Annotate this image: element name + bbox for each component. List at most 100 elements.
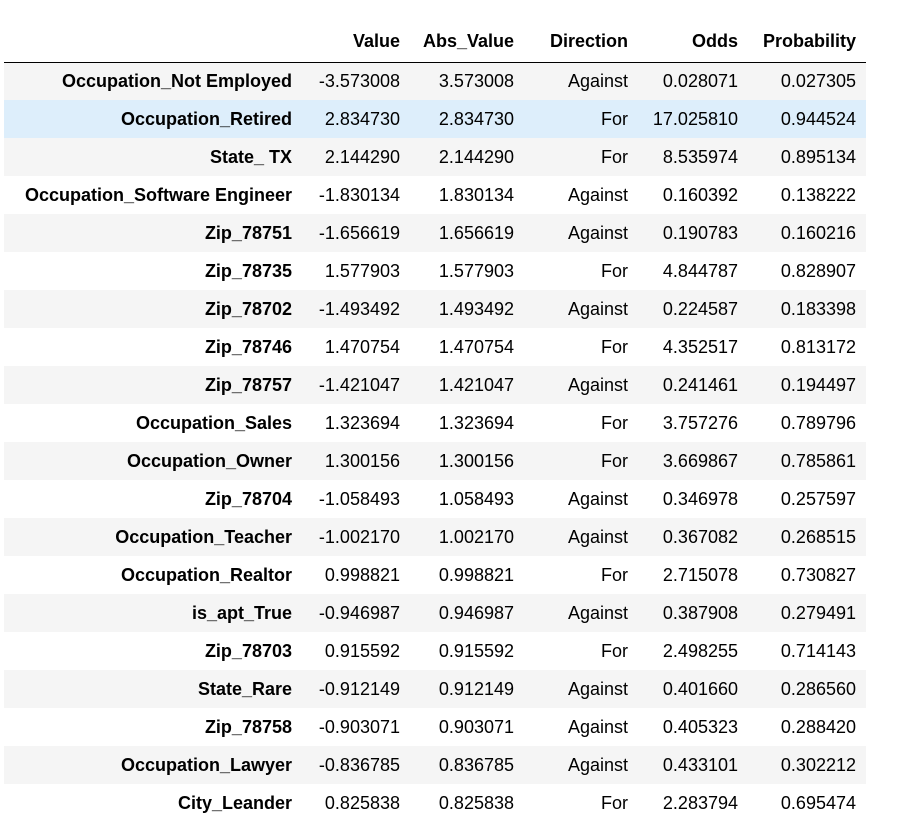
header-odds: Odds	[691, 31, 738, 52]
cell-odds: 2.498255	[662, 640, 738, 661]
cell-odds: 4.844787	[662, 260, 738, 281]
cell-abs-value: 1.656619	[438, 222, 514, 243]
cell-probability: 0.695474	[780, 792, 856, 813]
cell-value: -1.002170	[318, 526, 400, 547]
cell-direction: For	[601, 564, 628, 585]
table-row: Occupation_Not Employed -3.573008 3.573008…	[4, 62, 866, 100]
row-index-label: Zip_78751	[204, 222, 292, 243]
table-row: Zip_78757 -1.421047 1.421047 Against 0.24146…	[4, 366, 866, 404]
cell-direction: For	[601, 260, 628, 281]
cell-probability: 0.268515	[780, 526, 856, 547]
cell-odds: 0.190783	[662, 222, 738, 243]
dataframe-table: Value Abs_Value Direction Odds Probabili…	[4, 22, 866, 822]
row-index-label: Zip_78702	[204, 298, 292, 319]
row-index-label: Occupation_Software Engineer	[24, 184, 292, 205]
cell-probability: 0.194497	[780, 374, 856, 395]
cell-value: 0.825838	[324, 792, 400, 813]
cell-value: -1.493492	[318, 298, 400, 319]
row-index-label: State_Rare	[197, 678, 292, 699]
cell-value: 2.834730	[324, 108, 400, 129]
cell-probability: 0.027305	[780, 70, 856, 91]
cell-direction: Against	[567, 526, 628, 547]
row-index-label: Occupation_Lawyer	[120, 754, 292, 775]
table-row: Occupation_Retired 2.834730 2.834730 For 17.…	[4, 100, 866, 138]
cell-probability: 0.730827	[780, 564, 856, 585]
table-row: Occupation_Lawyer -0.836785 0.836785 Agains…	[4, 746, 866, 784]
cell-direction: Against	[567, 716, 628, 737]
cell-odds: 2.283794	[662, 792, 738, 813]
cell-direction: Against	[567, 602, 628, 623]
table-body: Occupation_Not Employed -3.573008 3.573008…	[4, 62, 866, 822]
cell-abs-value: 1.421047	[438, 374, 514, 395]
cell-abs-value: 0.825838	[438, 792, 514, 813]
cell-value: -1.830134	[318, 184, 400, 205]
cell-direction: For	[601, 336, 628, 357]
row-index-label: Zip_78758	[204, 716, 292, 737]
cell-value: 1.470754	[324, 336, 400, 357]
cell-odds: 0.367082	[662, 526, 738, 547]
cell-odds: 17.025810	[652, 108, 738, 129]
cell-odds: 0.387908	[662, 602, 738, 623]
cell-abs-value: 1.058493	[438, 488, 514, 509]
cell-odds: 8.535974	[662, 146, 738, 167]
cell-abs-value: 1.300156	[438, 450, 514, 471]
cell-direction: Against	[567, 374, 628, 395]
table-row: Zip_78703 0.915592 0.915592 For 2.498255 0.71…	[4, 632, 866, 670]
header-probability: Probability	[762, 31, 856, 52]
table-row: State_Rare -0.912149 0.912149 Against 0.4016…	[4, 670, 866, 708]
cell-value: -0.912149	[318, 678, 400, 699]
cell-abs-value: 1.470754	[438, 336, 514, 357]
cell-abs-value: 0.912149	[438, 678, 514, 699]
cell-probability: 0.895134	[780, 146, 856, 167]
row-index-label: State_ TX	[209, 146, 292, 167]
cell-value: -1.656619	[318, 222, 400, 243]
cell-direction: Against	[567, 70, 628, 91]
cell-probability: 0.944524	[780, 108, 856, 129]
header-index	[4, 22, 302, 62]
cell-odds: 2.715078	[662, 564, 738, 585]
table-row: Occupation_Realtor 0.998821 0.998821 For 2.7…	[4, 556, 866, 594]
cell-abs-value: 1.830134	[438, 184, 514, 205]
dataframe-output: Value Abs_Value Direction Odds Probabili…	[4, 22, 866, 822]
cell-direction: For	[601, 108, 628, 129]
table-row: Occupation_Sales 1.323694 1.323694 For 3.757…	[4, 404, 866, 442]
cell-odds: 0.433101	[662, 754, 738, 775]
cell-abs-value: 0.836785	[438, 754, 514, 775]
cell-value: 1.323694	[324, 412, 400, 433]
cell-abs-value: 0.915592	[438, 640, 514, 661]
cell-odds: 0.160392	[662, 184, 738, 205]
table-row: Zip_78758 -0.903071 0.903071 Against 0.40532…	[4, 708, 866, 746]
cell-odds: 4.352517	[662, 336, 738, 357]
cell-direction: Against	[567, 184, 628, 205]
cell-odds: 3.757276	[662, 412, 738, 433]
header-value: Value	[352, 31, 400, 52]
cell-probability: 0.714143	[780, 640, 856, 661]
cell-probability: 0.183398	[780, 298, 856, 319]
cell-probability: 0.785861	[780, 450, 856, 471]
cell-odds: 0.405323	[662, 716, 738, 737]
row-index-label: Zip_78746	[204, 336, 292, 357]
cell-direction: Against	[567, 488, 628, 509]
cell-probability: 0.789796	[780, 412, 856, 433]
cell-direction: For	[601, 146, 628, 167]
cell-odds: 0.028071	[662, 70, 738, 91]
header-direction: Direction	[549, 31, 628, 52]
table-row: Zip_78735 1.577903 1.577903 For 4.844787 0.82…	[4, 252, 866, 290]
cell-probability: 0.813172	[780, 336, 856, 357]
cell-direction: Against	[567, 678, 628, 699]
row-index-label: Occupation_Not Employed	[61, 70, 292, 91]
table-row: is_apt_True -0.946987 0.946987 Against 0.387…	[4, 594, 866, 632]
row-index-label: Zip_78735	[204, 260, 292, 281]
cell-odds: 0.224587	[662, 298, 738, 319]
cell-direction: Against	[567, 298, 628, 319]
cell-probability: 0.138222	[780, 184, 856, 205]
row-index-label: Occupation_Sales	[135, 412, 292, 433]
cell-value: 2.144290	[324, 146, 400, 167]
cell-abs-value: 1.493492	[438, 298, 514, 319]
table-row: Occupation_Software Engineer -1.830134 1.8…	[4, 176, 866, 214]
cell-odds: 0.346978	[662, 488, 738, 509]
table-row: Occupation_Teacher -1.002170 1.002170 Again…	[4, 518, 866, 556]
cell-abs-value: 2.834730	[438, 108, 514, 129]
table-row: Zip_78704 -1.058493 1.058493 Against 0.34697…	[4, 480, 866, 518]
cell-abs-value: 1.577903	[438, 260, 514, 281]
